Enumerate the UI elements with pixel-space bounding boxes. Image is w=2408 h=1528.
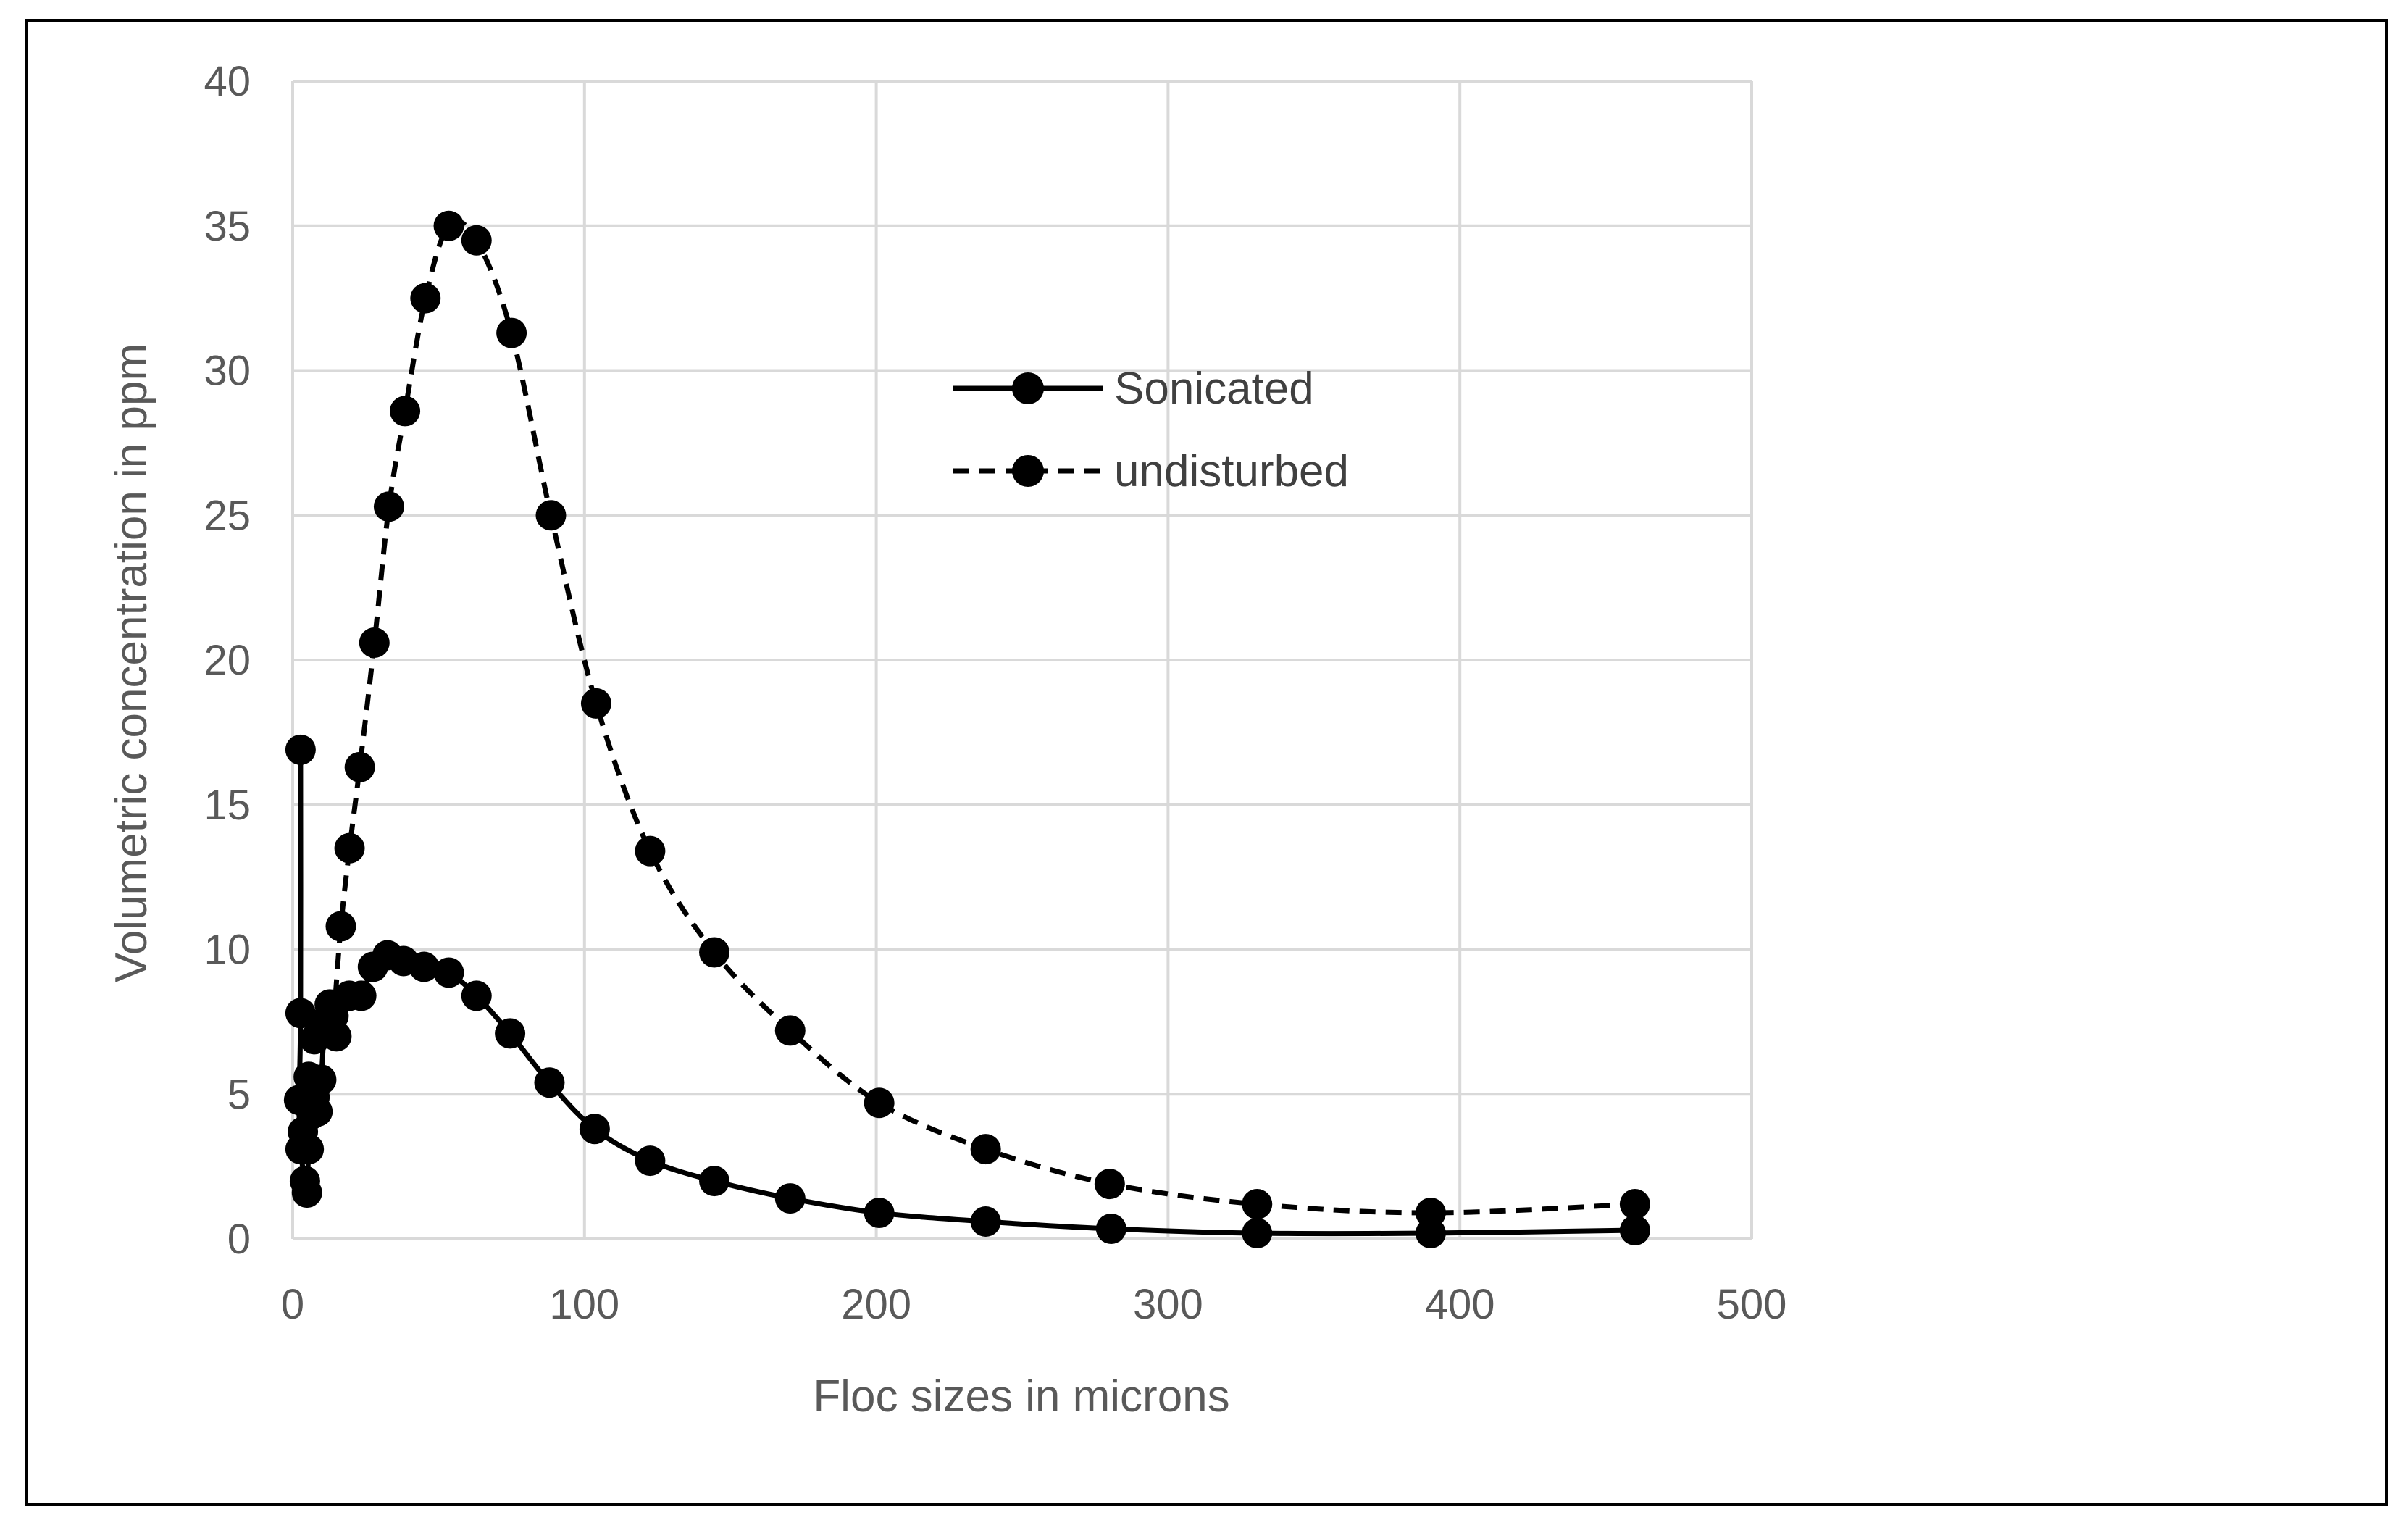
data-point-sonicated xyxy=(534,1067,565,1098)
data-point-undisturbed xyxy=(325,911,356,942)
x-tick-label: 300 xyxy=(1133,1281,1203,1328)
data-point-undisturbed xyxy=(293,1061,325,1093)
series-sonicated xyxy=(283,734,1650,1249)
y-tick-label: 30 xyxy=(204,348,251,395)
data-point-undisturbed xyxy=(288,1116,319,1148)
data-point-sonicated xyxy=(495,1018,526,1049)
y-tick-label: 35 xyxy=(204,203,251,250)
y-tick-label: 0 xyxy=(227,1216,251,1263)
data-point-sonicated xyxy=(346,980,377,1011)
legend-label-undisturbed: undisturbed xyxy=(1114,446,1349,496)
data-point-undisturbed xyxy=(318,1001,349,1032)
data-point-undisturbed xyxy=(774,1015,806,1046)
data-point-undisturbed xyxy=(635,835,666,867)
data-point-undisturbed xyxy=(699,937,730,968)
data-point-undisturbed xyxy=(535,500,567,531)
data-point-sonicated xyxy=(635,1145,666,1177)
data-point-sonicated xyxy=(774,1183,806,1214)
x-tick-label: 400 xyxy=(1425,1281,1495,1328)
data-point-undisturbed xyxy=(864,1087,895,1119)
data-point-sonicated xyxy=(433,957,464,988)
x-tick-label: 100 xyxy=(549,1281,619,1328)
legend-marker-sonicated xyxy=(1012,372,1044,404)
y-tick-label: 40 xyxy=(204,58,251,105)
data-point-undisturbed xyxy=(359,627,390,659)
y-tick-label: 25 xyxy=(204,492,251,539)
y-tick-label: 10 xyxy=(204,927,251,974)
data-point-undisturbed xyxy=(373,491,404,522)
x-tick-label: 500 xyxy=(1717,1281,1787,1328)
data-point-undisturbed xyxy=(1415,1198,1446,1229)
y-tick-label: 5 xyxy=(227,1071,251,1118)
data-point-sonicated xyxy=(291,1177,322,1208)
data-point-sonicated xyxy=(970,1206,1001,1237)
data-point-undisturbed xyxy=(334,832,365,864)
x-tick-label: 200 xyxy=(841,1281,911,1328)
data-point-sonicated xyxy=(285,734,316,765)
series-undisturbed xyxy=(288,210,1650,1229)
data-series xyxy=(283,210,1650,1249)
data-point-sonicated xyxy=(1242,1218,1273,1249)
data-point-sonicated xyxy=(1619,1215,1650,1246)
legend-label-sonicated: Sonicated xyxy=(1114,364,1314,414)
data-point-undisturbed xyxy=(433,210,464,241)
legend-marker-undisturbed xyxy=(1012,455,1044,487)
y-tick-label: 20 xyxy=(204,637,251,684)
x-axis-title: Floc sizes in microns xyxy=(813,1372,1229,1421)
chart-border xyxy=(25,19,2388,1506)
data-point-sonicated xyxy=(864,1198,895,1229)
data-point-undisturbed xyxy=(970,1134,1001,1165)
data-point-undisturbed xyxy=(461,225,492,256)
data-point-undisturbed xyxy=(496,317,527,348)
data-point-undisturbed xyxy=(1094,1169,1125,1200)
data-point-undisturbed xyxy=(390,396,421,427)
data-point-sonicated xyxy=(699,1166,730,1197)
data-point-sonicated xyxy=(1095,1214,1126,1245)
data-point-sonicated xyxy=(461,980,492,1011)
data-point-undisturbed xyxy=(1242,1189,1273,1220)
y-axis-title: Volumetric concentration in ppm xyxy=(106,343,156,982)
data-point-undisturbed xyxy=(410,283,441,314)
data-point-undisturbed xyxy=(580,688,611,719)
data-point-sonicated xyxy=(579,1114,610,1145)
x-tick-label: 0 xyxy=(281,1281,304,1328)
data-point-sonicated xyxy=(409,951,440,982)
data-point-undisturbed xyxy=(1619,1189,1650,1220)
legend: Sonicated undisturbed xyxy=(953,364,1349,496)
data-point-undisturbed xyxy=(344,751,375,782)
y-tick-label: 15 xyxy=(204,782,251,829)
